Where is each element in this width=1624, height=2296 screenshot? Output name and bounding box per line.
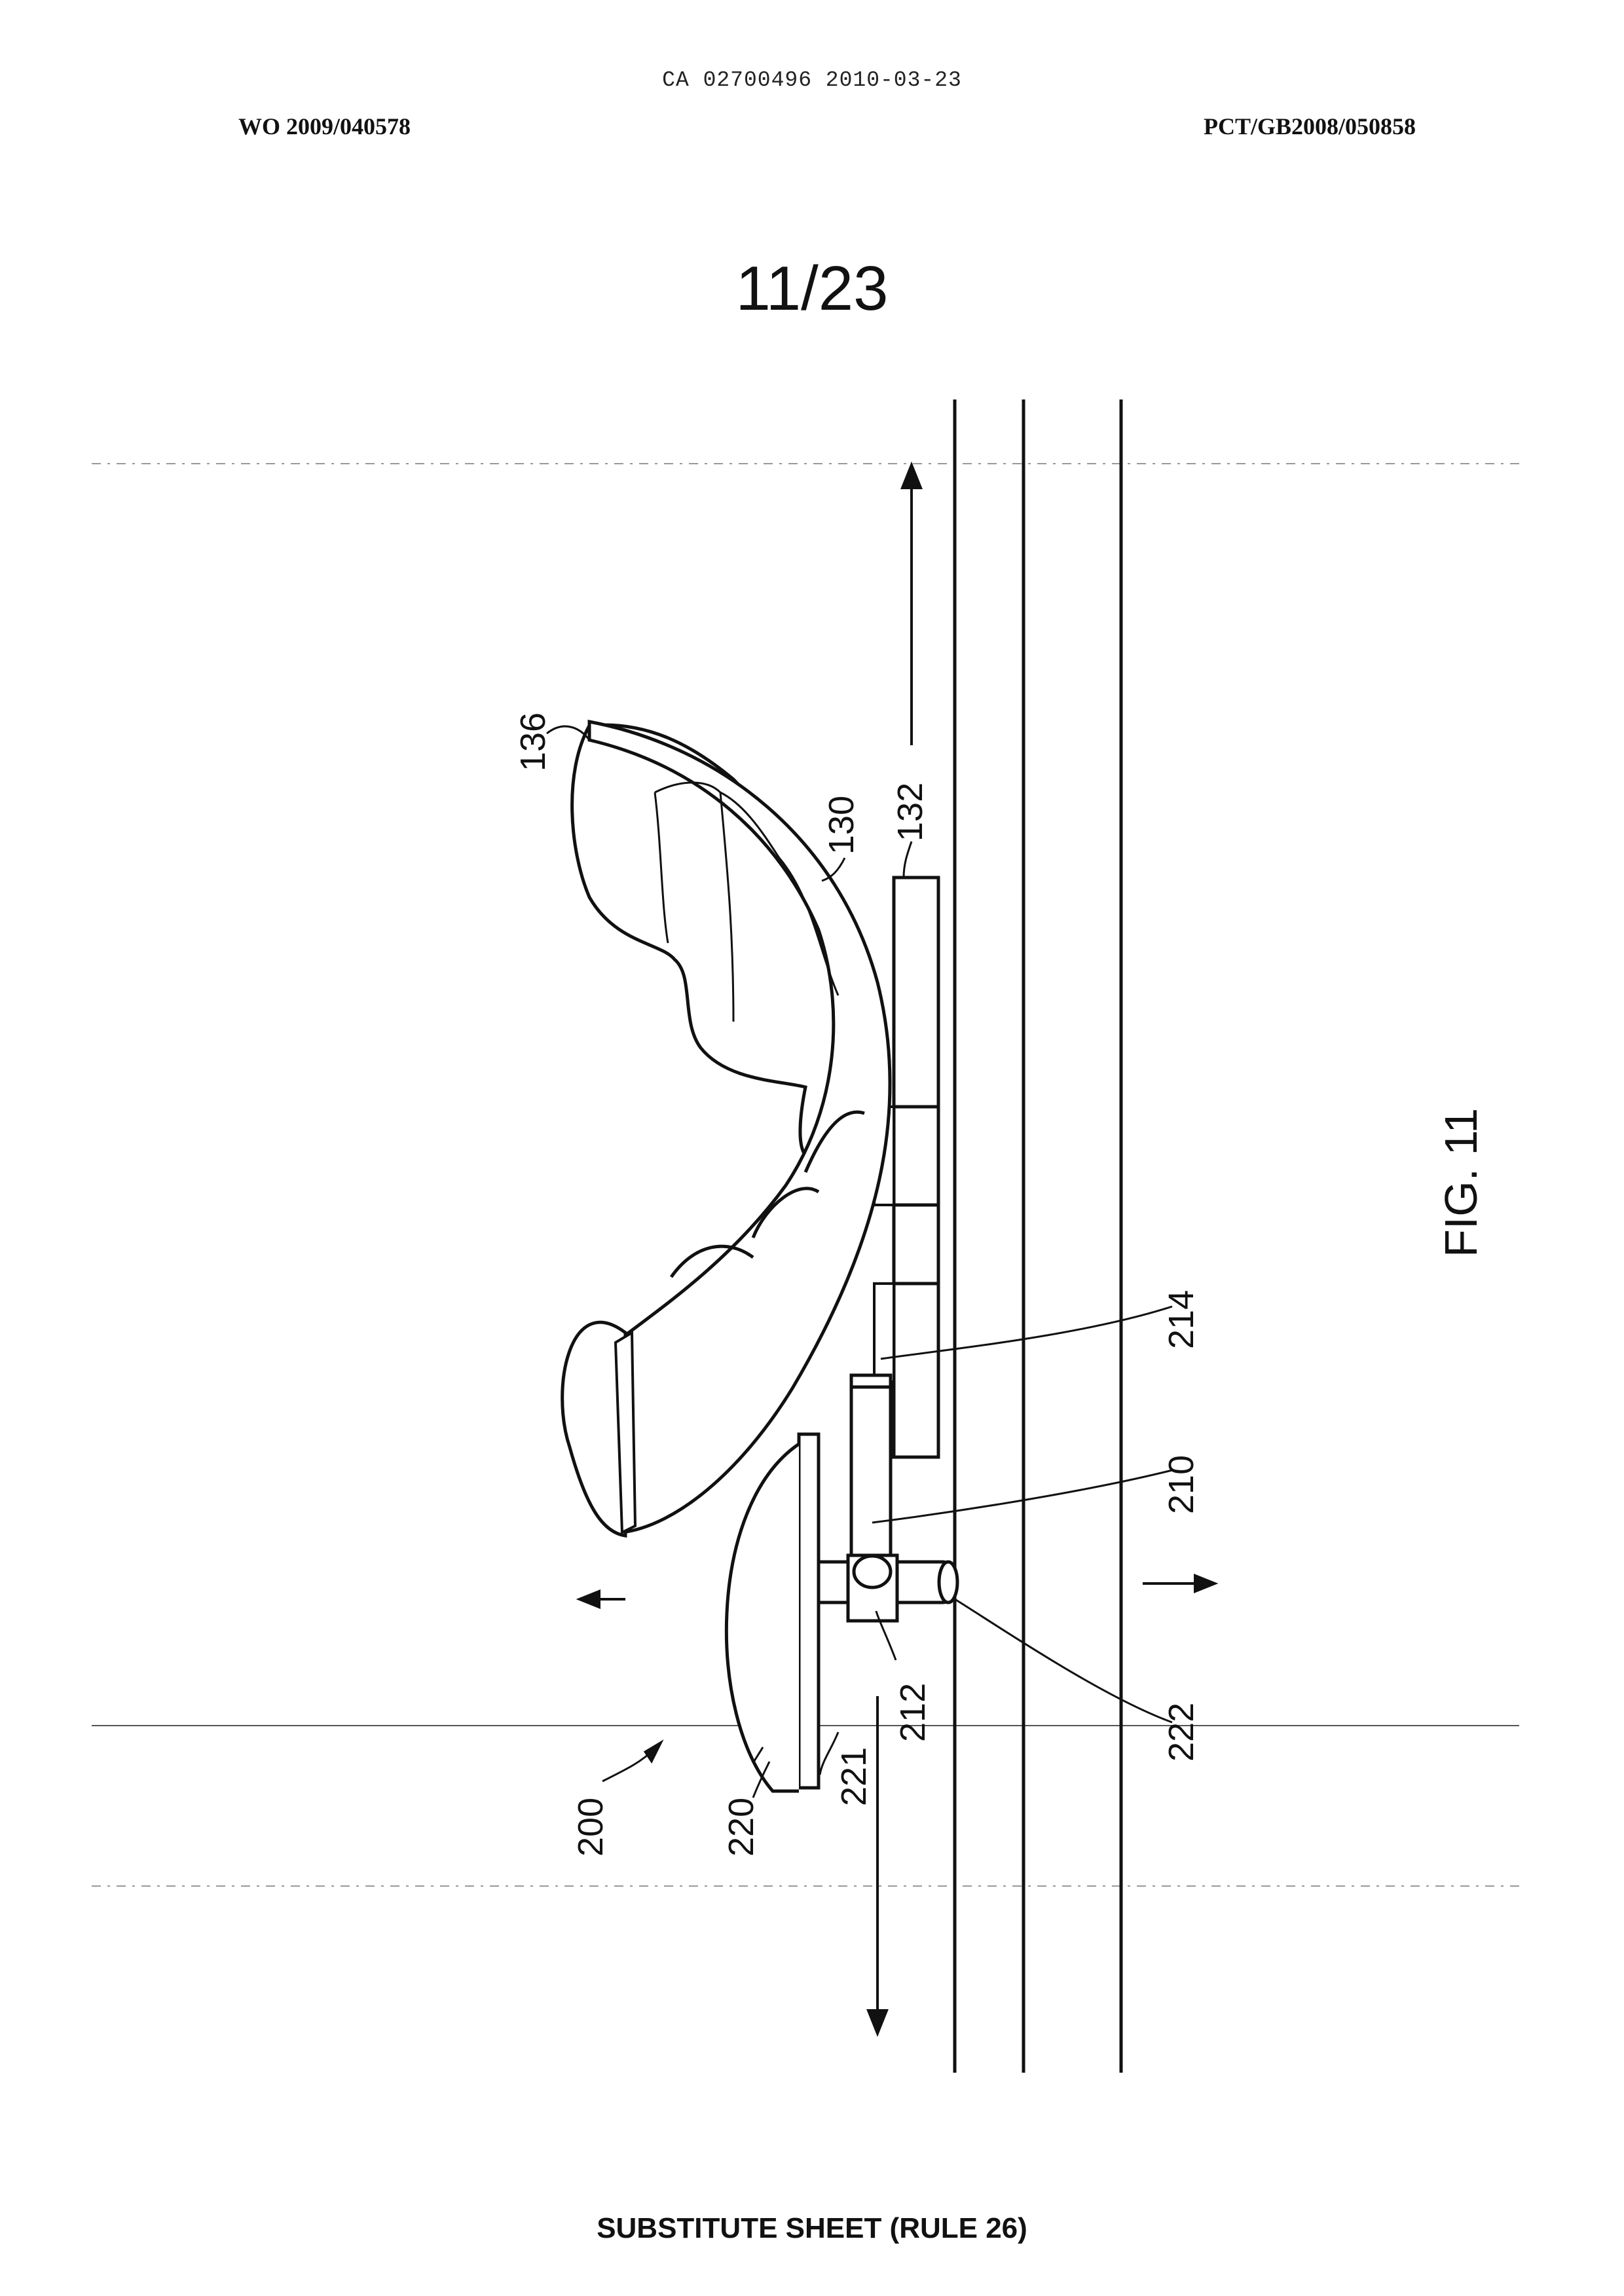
figure-label: FIG. 11 (1435, 1108, 1486, 1257)
ref-label-210: 210 (1162, 1455, 1201, 1514)
assembly-200-arrow (602, 1742, 661, 1781)
ref-label-130: 130 (822, 796, 861, 855)
ref-label-220: 220 (722, 1798, 761, 1857)
substitute-sheet-footer: SUBSTITUTE SHEET (RULE 26) (0, 2212, 1624, 2245)
ref-label-214: 214 (1162, 1290, 1201, 1349)
ref-label-136: 136 (513, 713, 553, 771)
dome-220 (726, 1444, 799, 1791)
block-212 (848, 1555, 897, 1621)
carriage-bar-132 (894, 878, 938, 1457)
arm-210 (851, 1375, 894, 1559)
ref-label-212: 212 (893, 1683, 932, 1742)
ref-label-200: 200 (571, 1798, 610, 1857)
ref-label-132: 132 (891, 783, 930, 842)
ref-label-221: 221 (834, 1747, 874, 1806)
plate-221 (799, 1434, 819, 1788)
vertical-rails (955, 399, 1121, 2073)
ref-label-222: 222 (1162, 1703, 1201, 1762)
